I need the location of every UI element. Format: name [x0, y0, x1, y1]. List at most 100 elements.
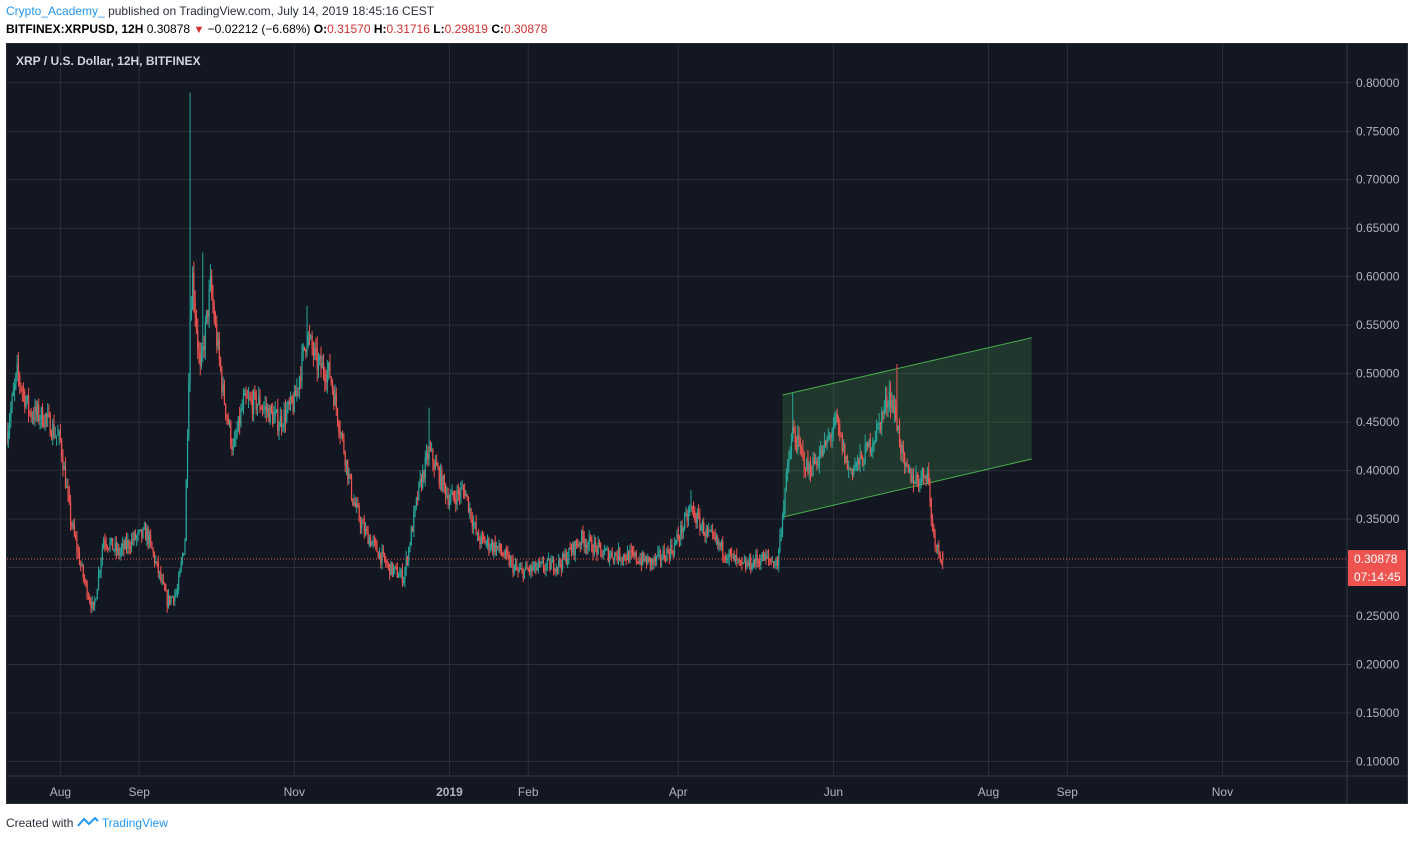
candle-body [268, 407, 270, 423]
candle-body [811, 474, 813, 476]
candle-body [893, 405, 896, 413]
candle-body [773, 561, 775, 567]
candle-body [55, 435, 58, 437]
candle-body [366, 528, 368, 531]
candle-body [63, 466, 65, 470]
candle-body [469, 508, 471, 512]
candle-body [684, 515, 686, 528]
candle-body [114, 542, 116, 550]
candle-body [837, 422, 840, 426]
candle-body [609, 555, 611, 561]
candle-body [724, 556, 726, 560]
candle-body [642, 552, 644, 565]
time-tick-label: Feb [518, 785, 539, 799]
candle-body [583, 538, 585, 547]
candle-body [245, 392, 247, 398]
candle-body [685, 513, 687, 516]
candle-body [272, 411, 274, 424]
candle-body [178, 576, 180, 591]
candle-body [297, 388, 299, 390]
candle-body [34, 405, 36, 420]
candle-body [720, 541, 723, 547]
low-value: 0.29819 [444, 22, 488, 36]
candle-body [734, 555, 737, 562]
candle-body [742, 562, 744, 564]
candle-body [221, 369, 223, 392]
tradingview-link[interactable]: TradingView [101, 816, 168, 830]
chart-canvas[interactable]: 0.100000.150000.200000.250000.300000.350… [7, 44, 1407, 803]
candle-body [73, 524, 75, 535]
candle-body [124, 539, 126, 550]
candle-body [383, 553, 386, 560]
channel-lower-line [782, 458, 1032, 518]
candle-body [345, 460, 348, 466]
candle-body [156, 561, 158, 563]
candle-body [420, 478, 423, 488]
high-value: 0.31716 [386, 22, 430, 36]
candle-body [700, 526, 702, 531]
candle-body [670, 545, 672, 558]
candle-body [194, 302, 196, 316]
candle-body [172, 596, 175, 602]
candle-body [439, 469, 442, 485]
candle-body [771, 561, 773, 563]
candle-body [54, 436, 56, 438]
candle-body [324, 373, 326, 382]
candle-body [171, 596, 173, 598]
candle-body [133, 532, 135, 541]
candle-body [100, 560, 102, 572]
time-tick-label: Aug [50, 785, 71, 799]
candle-body [233, 437, 236, 447]
candle-body [328, 362, 330, 371]
candle-body [28, 395, 30, 413]
candle-body [888, 391, 890, 406]
candle-body [139, 529, 142, 531]
candle-body [636, 561, 639, 563]
candle-body [195, 315, 198, 331]
candle-body [597, 542, 599, 554]
candle-body [363, 522, 365, 534]
candle-body [184, 540, 186, 554]
author-link[interactable]: Crypto_Academy_ [6, 4, 105, 18]
candle-body [240, 409, 242, 426]
candle-body [638, 561, 640, 564]
candle-body [600, 544, 602, 550]
candle-body [391, 562, 393, 575]
candle-body [223, 384, 226, 404]
candle-body [301, 352, 303, 381]
chart-panel[interactable]: 0.100000.150000.200000.250000.300000.350… [6, 43, 1408, 804]
candle-body [752, 560, 754, 569]
candle-body [325, 381, 327, 383]
candle-body [905, 463, 907, 466]
candle-body [115, 542, 117, 552]
candle-body [222, 384, 224, 392]
candle-body [53, 424, 55, 438]
candle-body [502, 553, 504, 556]
candle-body [862, 457, 864, 466]
candle-body [298, 377, 301, 390]
candle-body [906, 463, 908, 467]
candle-body [322, 363, 325, 374]
candle-body [167, 595, 170, 607]
candle-body [476, 532, 478, 534]
candle-body [108, 548, 110, 550]
candle-body [494, 542, 496, 553]
candle-body [57, 434, 59, 436]
candle-body [628, 551, 630, 563]
candle-body [822, 445, 824, 456]
candle-body [389, 564, 391, 576]
candle-body [714, 535, 716, 540]
candle-body [662, 550, 664, 560]
candle-body [596, 546, 598, 554]
candle-body [649, 557, 651, 566]
candle-body [414, 506, 416, 512]
candle-body [281, 415, 283, 428]
candle-body [722, 541, 724, 556]
candle-body [81, 565, 83, 567]
last-price: 0.30878 [146, 22, 191, 36]
candle-body [555, 566, 557, 572]
candle-body [882, 412, 884, 414]
candle-body [934, 533, 936, 547]
candle-body [451, 491, 453, 496]
candle-body [218, 339, 220, 359]
